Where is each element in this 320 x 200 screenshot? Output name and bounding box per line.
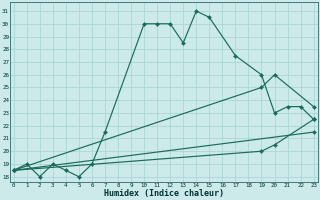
X-axis label: Humidex (Indice chaleur): Humidex (Indice chaleur): [104, 189, 224, 198]
